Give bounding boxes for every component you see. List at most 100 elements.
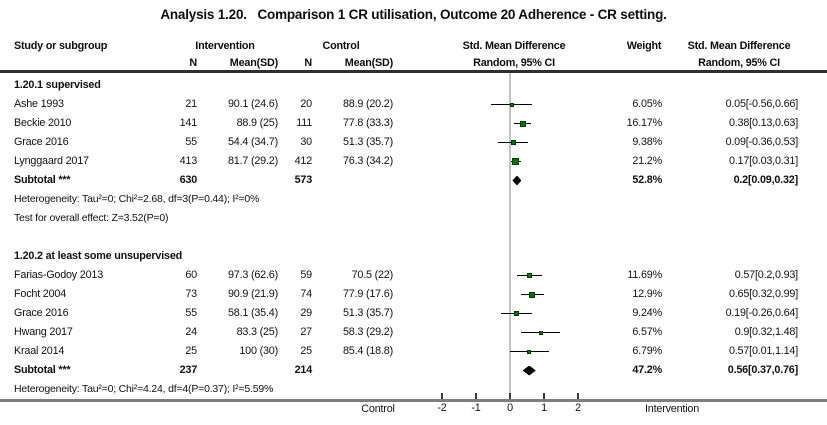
intervention-n: 141	[179, 117, 198, 129]
weight-value: 11.69%	[627, 269, 662, 281]
analysis-title: Analysis 1.20. Comparison 1 CR utilisati…	[160, 7, 667, 22]
col-header-intervention: Intervention	[195, 40, 255, 52]
intervention-mean-sd: 58.1 (35.4)	[227, 307, 278, 319]
heterogeneity-row: Heterogeneity: Tau²=0; Chi²=4.24, df=4(P…	[0, 380, 827, 399]
intervention-n: 413	[179, 155, 198, 167]
header-rule	[0, 70, 827, 73]
subgroup-label: 1.20.2 at least some unsupervised	[14, 250, 183, 262]
intervention-n: 55	[185, 307, 197, 319]
weight-value: 12.9%	[632, 288, 662, 300]
control-n: 30	[300, 136, 312, 148]
axis-tick-label: 2	[575, 402, 581, 414]
control-n: 111	[296, 117, 312, 129]
intervention-mean-sd: 90.1 (24.6)	[227, 98, 278, 110]
study-name: Farias-Godoy 2013	[14, 269, 104, 281]
subtotal-diamond	[512, 175, 522, 186]
control-mean-sd: 85.4 (18.8)	[342, 345, 393, 357]
subgroup-header-row: 1.20.1 supervised	[0, 76, 827, 95]
study-name: Hwang 2017	[14, 326, 73, 338]
study-name: Lynggaard 2017	[14, 155, 89, 167]
axis-tick	[441, 393, 443, 399]
control-n: 573	[294, 174, 313, 186]
study-row: Grace 2016 55 54.4 (34.7) 30 51.3 (35.7) 9.38…	[0, 133, 827, 152]
weight-value: 6.05%	[632, 98, 662, 110]
control-mean-sd: 58.3 (29.2)	[342, 326, 393, 338]
study-name: Grace 2016	[14, 136, 69, 148]
study-name: Focht 2004	[14, 288, 67, 300]
zero-line	[509, 73, 511, 399]
axis-left-label: Control	[361, 403, 395, 415]
intervention-n: 60	[185, 269, 197, 281]
smd-ci-value: 0.56[0.37,0.76]	[727, 364, 798, 376]
control-mean-sd: 88.9 (20.2)	[342, 98, 393, 110]
axis-tick	[475, 393, 477, 399]
weight-value: 52.8%	[632, 174, 662, 186]
effect-marker	[512, 158, 520, 165]
weight-value: 16.17%	[626, 117, 663, 129]
intervention-n: 73	[185, 288, 197, 300]
intervention-n: 24	[185, 326, 197, 338]
effect-marker	[519, 120, 526, 127]
control-n: 214	[294, 364, 313, 376]
overall-effect-text: Test for overall effect: Z=3.52(P=0)	[14, 212, 169, 224]
intervention-n: 21	[185, 98, 197, 110]
control-mean-sd: 51.3 (35.7)	[342, 307, 393, 319]
weight-value: 47.2%	[632, 364, 662, 376]
intervention-mean-sd: 54.4 (34.7)	[227, 136, 278, 148]
study-row: Grace 2016 55 58.1 (35.4) 29 51.3 (35.7) 9.24…	[0, 304, 827, 323]
subtotal-label: Subtotal ***	[14, 174, 71, 186]
weight-value: 6.79%	[632, 345, 662, 357]
intervention-n: 630	[179, 174, 198, 186]
effect-marker	[538, 330, 543, 335]
intervention-mean-sd: 90.9 (21.9)	[227, 288, 278, 300]
weight-value: 9.38%	[632, 136, 662, 148]
col-header-random-ci-text: Random, 95% CI	[698, 57, 780, 69]
col-header-weight: Weight	[626, 40, 662, 52]
smd-ci-value: 0.17[0.03,0.31]	[728, 155, 798, 167]
col-header-study: Study or subgroup	[14, 40, 108, 52]
intervention-n: 237	[179, 364, 198, 376]
control-n: 29	[300, 307, 312, 319]
study-name: Beckie 2010	[14, 117, 72, 129]
bottom-axis-rule	[0, 399, 827, 402]
study-row: Hwang 2017 24 83.3 (25) 27 58.3 (29.2) 6.57% 0…	[0, 323, 827, 342]
axis-tick-label: 0	[507, 402, 513, 414]
study-name: Kraal 2014	[14, 345, 65, 357]
control-mean-sd: 77.8 (33.3)	[342, 117, 393, 129]
subtotal-row: Subtotal *** 630 573 52.8% 0.2[0.09,0.32]	[0, 171, 827, 190]
subtotal-row: Subtotal *** 237 214 47.2% 0.56[0.37,0.76]	[0, 361, 827, 380]
intervention-mean-sd: 97.3 (62.6)	[227, 269, 278, 281]
control-mean-sd: 51.3 (35.7)	[342, 136, 393, 148]
subtotal-label: Subtotal ***	[14, 364, 71, 376]
study-name: Ashe 1993	[14, 98, 64, 110]
effect-marker	[510, 140, 516, 145]
col-header-smd-plot: Std. Mean Difference	[462, 40, 566, 52]
smd-ci-value: 0.38[0.13,0.63]	[728, 117, 798, 129]
study-row: Beckie 2010 141 88.9 (25) 111 77.8 (33.3) 16.…	[0, 114, 827, 133]
overall-effect-row: Test for overall effect: Z=3.52(P=0)	[0, 209, 827, 228]
col-header-int-n: N	[189, 57, 197, 69]
study-name: Grace 2016	[14, 307, 69, 319]
intervention-mean-sd: 88.9 (25)	[236, 117, 279, 129]
weight-value: 9.24%	[632, 307, 662, 319]
smd-ci-value: 0.19[-0.26,0.64]	[725, 307, 799, 319]
intervention-mean-sd: 83.3 (25)	[236, 326, 279, 338]
control-n: 59	[300, 269, 312, 281]
effect-marker	[529, 291, 536, 298]
subgroup-label: 1.20.1 supervised	[14, 79, 101, 91]
col-header-random-ci-plot: Random, 95% CI	[473, 57, 555, 69]
study-row: Lynggaard 2017 413 81.7 (29.2) 412 76.3 (34.…	[0, 152, 827, 171]
heterogeneity-text: Heterogeneity: Tau²=0; Chi²=4.24, df=4(P…	[14, 383, 274, 395]
axis-tick-label: 1	[541, 402, 547, 414]
control-n: 27	[300, 326, 312, 338]
smd-ci-value: 0.2[0.09,0.32]	[733, 174, 799, 186]
intervention-mean-sd: 100 (30)	[239, 345, 278, 357]
smd-ci-value: 0.57[0.2,0.93]	[734, 269, 798, 281]
control-n: 25	[300, 345, 312, 357]
study-row: Farias-Godoy 2013 60 97.3 (62.6) 59 70.5 (22…	[0, 266, 827, 285]
intervention-n: 55	[185, 136, 197, 148]
control-mean-sd: 76.3 (34.2)	[342, 155, 393, 167]
axis-tick	[543, 393, 545, 399]
smd-ci-value: 0.9[0.32,1.48]	[734, 326, 798, 338]
